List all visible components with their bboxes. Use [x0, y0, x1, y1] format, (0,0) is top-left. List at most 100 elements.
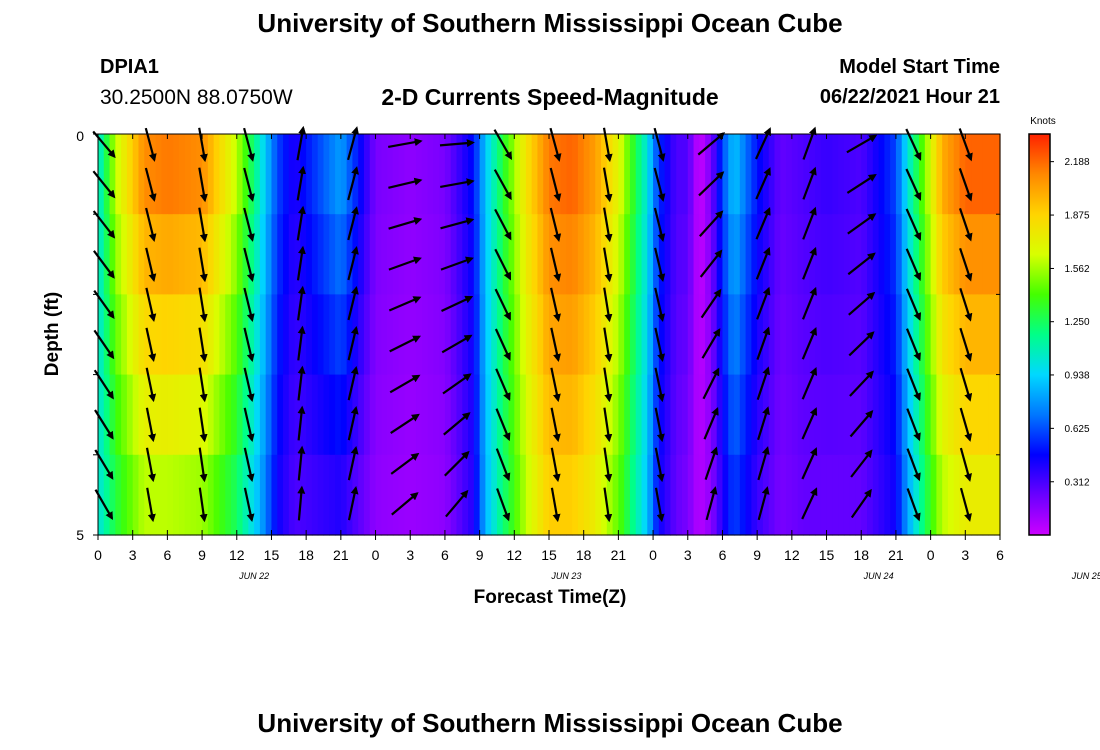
heatmap-cell	[155, 214, 163, 295]
heatmap-cell	[774, 134, 781, 215]
heatmap-cell	[843, 374, 851, 456]
current-vector	[802, 166, 817, 200]
x-tick-label: 6	[996, 547, 1004, 563]
heatmap-cell	[381, 134, 388, 215]
heatmap-cell	[173, 294, 180, 376]
heatmap-cell	[942, 374, 949, 456]
heatmap-cell	[907, 214, 914, 295]
heatmap-cell	[300, 374, 307, 456]
heatmap-cell	[375, 374, 382, 456]
heatmap-cell	[554, 454, 562, 536]
heatmap-cell	[167, 374, 174, 456]
heatmap-cell	[942, 294, 949, 376]
heatmap-cell	[543, 134, 550, 215]
heatmap-cell	[427, 454, 434, 536]
heatmap-cell	[496, 294, 504, 376]
current-vector	[347, 485, 359, 521]
x-tick-label: 9	[198, 547, 206, 563]
heatmap-cell	[126, 294, 134, 376]
current-vector	[198, 127, 208, 163]
heatmap-cell	[491, 454, 498, 536]
heatmap-cell	[491, 214, 498, 295]
heatmap-cell	[676, 214, 683, 295]
heatmap-cell	[525, 214, 533, 295]
heatmap-cell	[317, 374, 325, 456]
heatmap-cell	[589, 294, 596, 376]
heatmap-cell	[820, 374, 828, 456]
heatmap-cell	[392, 214, 400, 295]
heatmap-cell	[664, 454, 672, 536]
heatmap-cell	[543, 214, 550, 295]
heatmap-cell	[404, 294, 411, 376]
heatmap-cell	[387, 294, 394, 376]
heatmap-cell	[699, 294, 706, 376]
heatmap-cell	[283, 134, 290, 215]
current-vector	[243, 487, 255, 523]
heatmap-cell	[502, 374, 510, 456]
x-axis-ticks: 0 3 6 9 12 15 18 21 0 3 6 9 12 15 18 21 0 3 6 9 12 15 18 21 0 3 6 J…	[94, 134, 1100, 581]
current-vector	[549, 127, 562, 162]
heatmap-cell	[213, 374, 221, 456]
heatmap-cell	[803, 454, 810, 536]
current-vector	[347, 405, 359, 441]
heatmap-cell	[774, 214, 781, 295]
current-vector	[439, 139, 475, 148]
current-vector	[654, 327, 666, 363]
heatmap-cell	[739, 294, 747, 376]
heatmap-cell	[814, 374, 822, 456]
heatmap-cell	[248, 454, 255, 536]
bottom-title: University of Southern Mississippi Ocean…	[257, 708, 843, 738]
current-vector	[755, 206, 771, 240]
heatmap-cell	[329, 214, 336, 295]
heatmap-cell	[520, 214, 527, 295]
heatmap-cell	[173, 454, 180, 536]
heatmap-cell	[699, 134, 706, 215]
current-vector	[495, 408, 511, 442]
heatmap-cell	[167, 134, 174, 215]
heatmap-cell	[230, 454, 238, 536]
y-axis-label: Depth (ft)	[42, 292, 63, 376]
heatmap-cell	[947, 454, 955, 536]
heatmap-cell	[427, 294, 434, 376]
heatmap-cell	[450, 294, 458, 376]
current-vector	[653, 207, 666, 242]
heatmap-cell	[988, 134, 995, 215]
heatmap-cell	[705, 134, 712, 215]
heatmap-cell	[444, 454, 452, 536]
x-tick-label: 12	[229, 547, 245, 563]
heatmap-cell	[820, 454, 828, 536]
heatmap-cell	[98, 134, 105, 215]
heatmap-cell	[791, 134, 799, 215]
heatmap-cell	[387, 374, 394, 456]
heatmap-cell	[855, 454, 862, 536]
heatmap-cell	[791, 294, 799, 376]
heatmap-cell	[826, 294, 833, 376]
heatmap-cell	[872, 374, 880, 456]
heatmap-cell	[427, 214, 434, 295]
heatmap-cell	[994, 134, 1001, 215]
current-vector	[440, 178, 475, 188]
current-vector	[757, 406, 770, 441]
heatmap-cell	[629, 294, 637, 376]
heatmap-cell	[514, 374, 521, 456]
current-vector	[198, 207, 208, 243]
heatmap-cell	[693, 214, 700, 295]
x-tick-label: 9	[476, 547, 484, 563]
heatmap-cell	[716, 454, 724, 536]
heatmap-cell	[693, 454, 700, 536]
heatmap-cell	[202, 214, 209, 295]
heatmap-cell	[485, 374, 492, 456]
heatmap-cell	[791, 454, 799, 536]
current-vector	[440, 217, 475, 230]
heatmap-cell	[560, 454, 567, 536]
heatmap-cell	[473, 214, 481, 295]
heatmap-cell	[236, 214, 244, 295]
heatmap-cell	[797, 214, 805, 295]
current-vector	[654, 447, 665, 483]
heatmap-cell	[496, 134, 504, 215]
current-vector	[959, 327, 973, 362]
heatmap-cell	[323, 294, 330, 376]
heatmap-cell	[444, 134, 452, 215]
heatmap-cell	[583, 374, 591, 456]
current-vector	[445, 489, 469, 518]
